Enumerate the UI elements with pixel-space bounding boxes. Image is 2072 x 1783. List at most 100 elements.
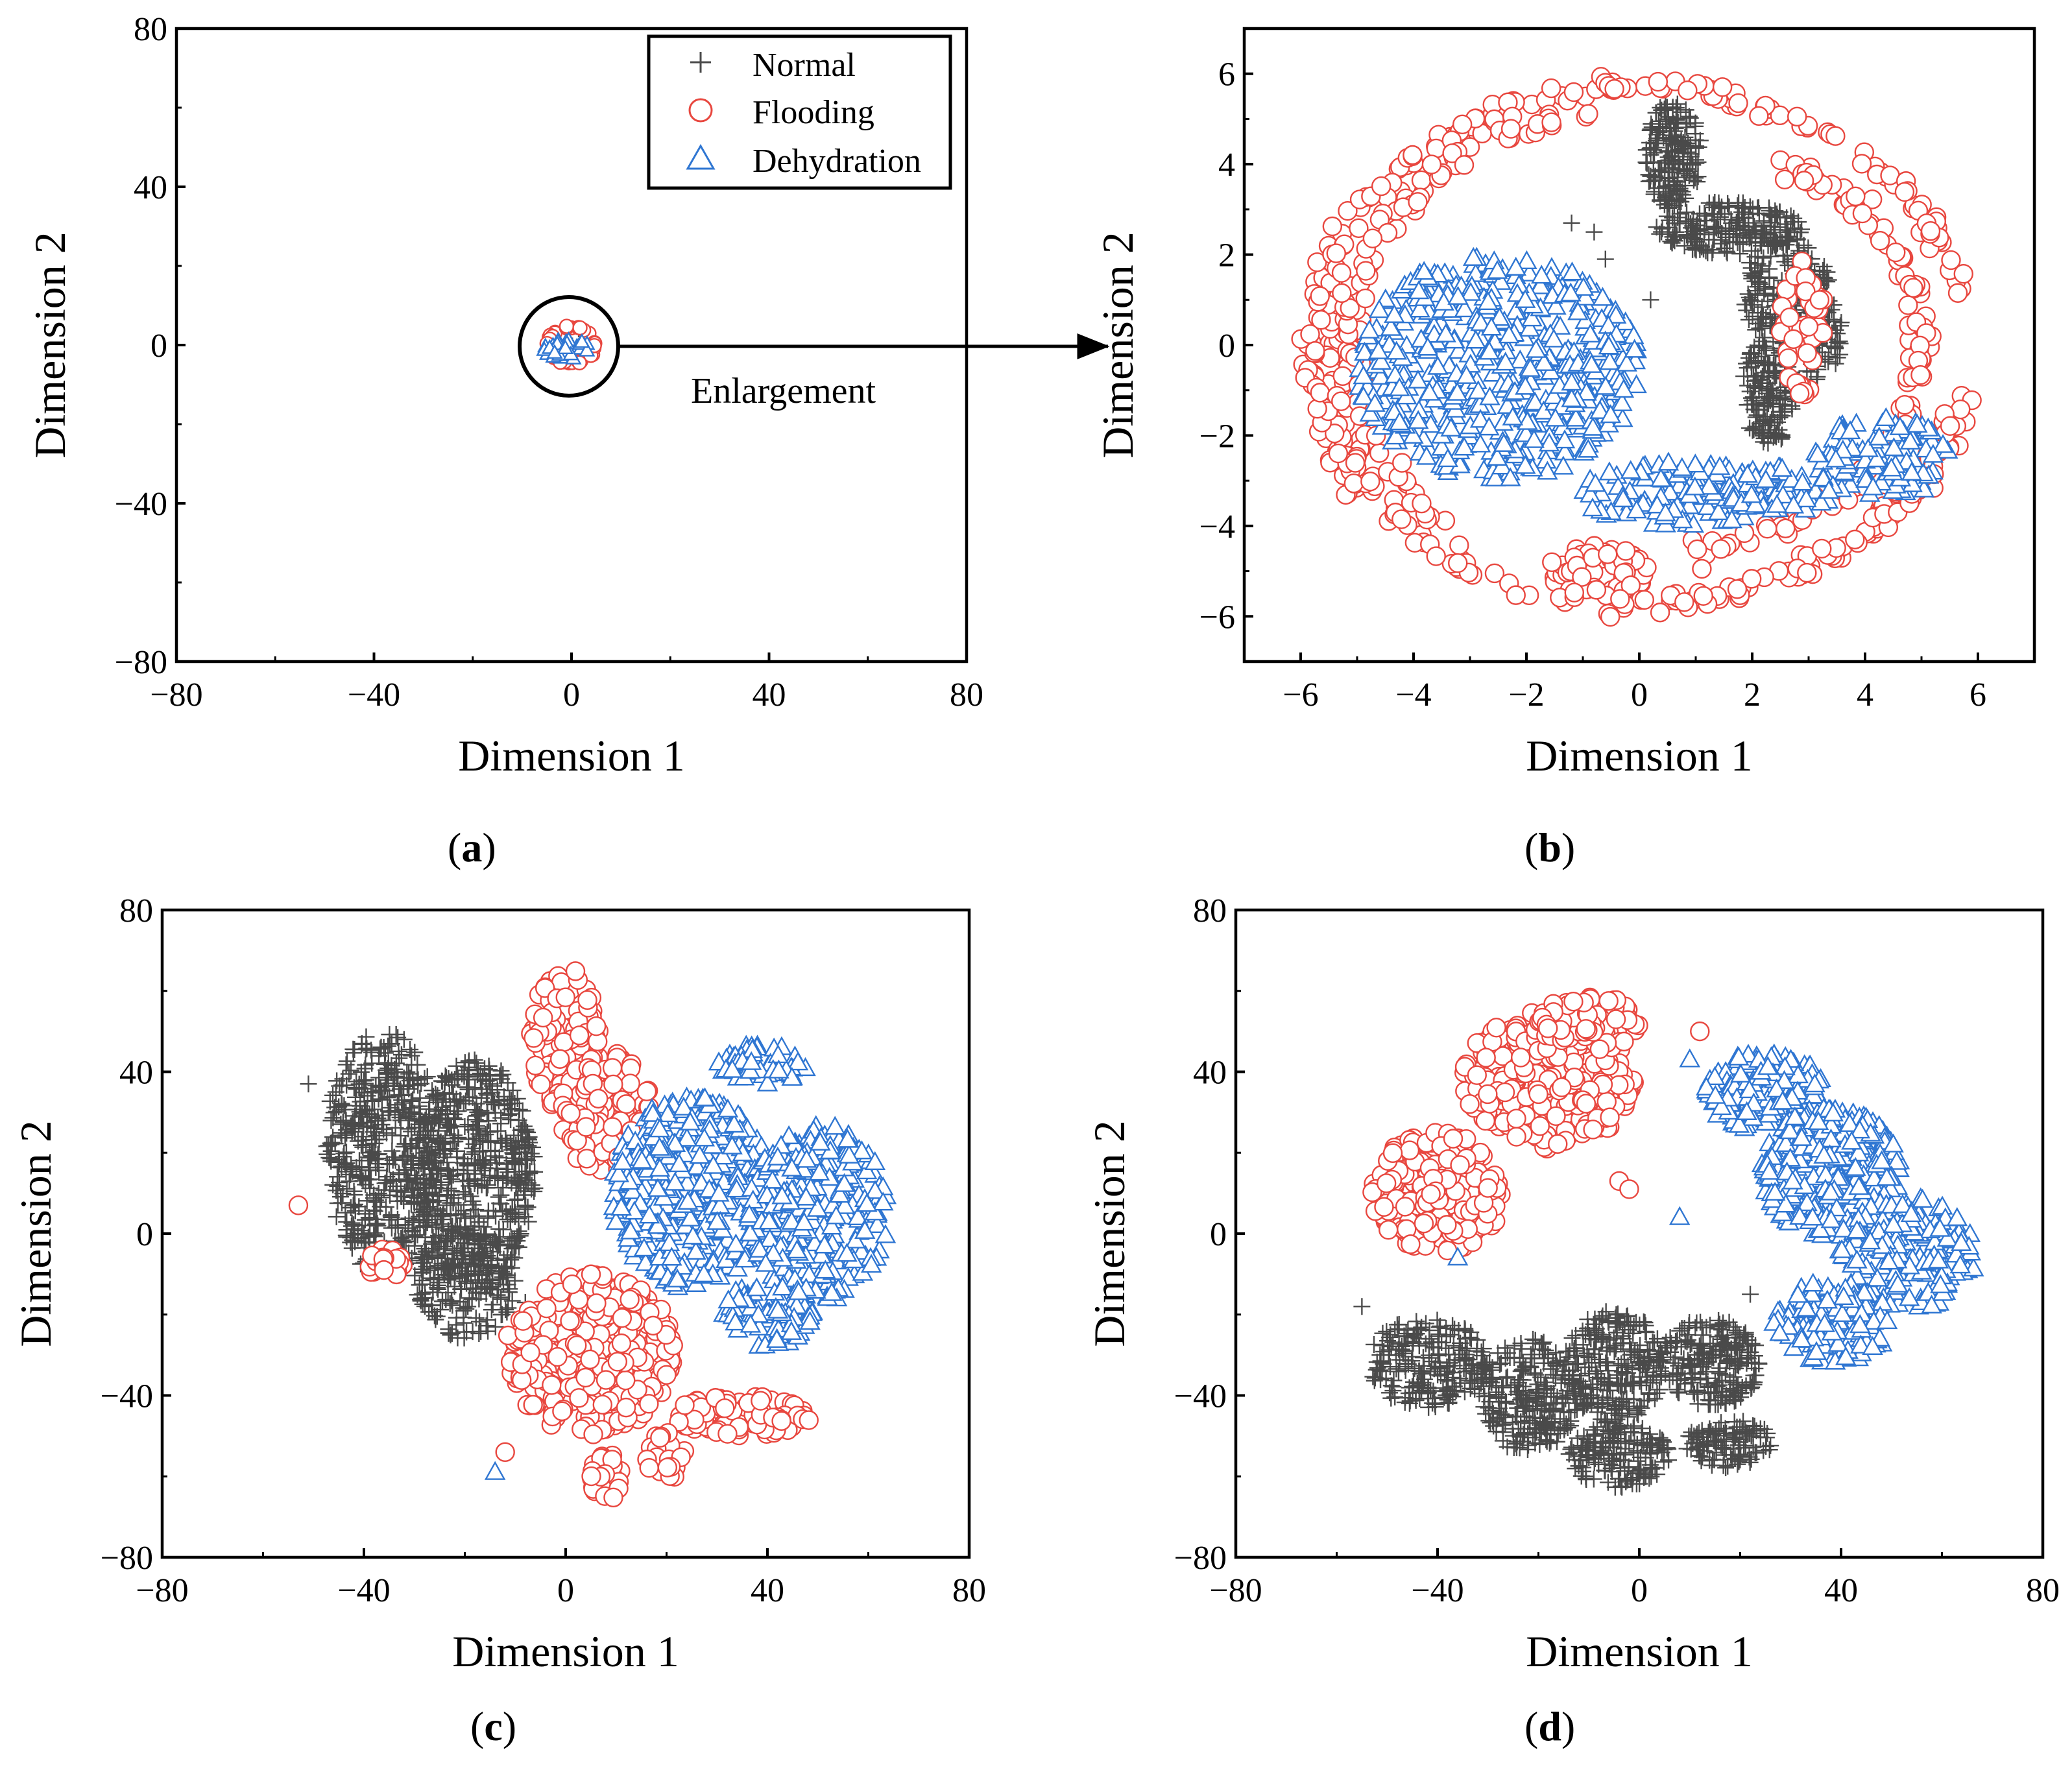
point-flooding [580, 1349, 600, 1370]
point-normal [439, 1260, 457, 1278]
point-normal [357, 1071, 375, 1089]
point-flooding [607, 1352, 628, 1372]
point-normal [427, 1145, 444, 1162]
point-dehydration [1561, 372, 1582, 391]
point-normal [499, 1074, 516, 1092]
point-flooding [498, 1325, 518, 1346]
point-dehydration [1792, 472, 1813, 491]
point-normal [1700, 194, 1718, 211]
point-normal [416, 1111, 434, 1129]
point-flooding [576, 1117, 596, 1137]
point-flooding [495, 1442, 515, 1463]
point-normal [322, 1153, 340, 1170]
point-flooding [596, 1370, 616, 1390]
point-flooding [1426, 546, 1446, 566]
point-dehydration [1579, 483, 1601, 503]
point-normal [356, 1060, 374, 1077]
point-normal [1734, 235, 1752, 253]
point-dehydration [1810, 492, 1832, 511]
point-flooding [1371, 176, 1391, 197]
y-tick-label: 80 [134, 11, 167, 48]
point-normal [464, 1192, 481, 1210]
point-flooding [288, 1195, 309, 1215]
point-normal [1783, 400, 1801, 418]
point-normal [471, 1313, 488, 1330]
x-tick-label: 40 [753, 676, 786, 713]
point-normal [1771, 228, 1789, 246]
point-flooding [799, 1410, 819, 1430]
point-dehydration [1499, 467, 1521, 486]
point-normal [378, 1168, 396, 1186]
y-tick-label: 40 [134, 169, 167, 206]
point-dehydration [1462, 246, 1484, 266]
point-flooding [1852, 203, 1873, 224]
point-normal [331, 1174, 348, 1191]
point-dehydration [573, 333, 590, 348]
point-normal [1800, 239, 1817, 257]
point-normal [456, 1054, 474, 1071]
point-dehydration [1839, 420, 1861, 440]
point-normal [1772, 430, 1790, 448]
point-flooding [569, 1025, 590, 1046]
point-flooding [1650, 603, 1670, 623]
point-normal [330, 1151, 347, 1169]
point-dehydration [1530, 275, 1551, 294]
point-normal [409, 1286, 426, 1304]
series-flooding-b [1291, 67, 1982, 627]
point-normal [338, 1213, 355, 1230]
point-flooding [1356, 261, 1376, 281]
point-normal [1696, 221, 1713, 238]
point-normal [1691, 237, 1708, 254]
point-flooding [620, 1289, 640, 1310]
point-dehydration [1447, 285, 1469, 305]
point-dehydration [1427, 355, 1449, 375]
point-flooding [1506, 585, 1526, 605]
point-dehydration [1611, 392, 1633, 411]
point-dehydration [1407, 410, 1429, 429]
point-normal [444, 1166, 462, 1184]
point-flooding [1648, 71, 1668, 92]
point-normal [470, 1214, 488, 1231]
point-normal [516, 1139, 533, 1156]
point-dehydration [1657, 451, 1680, 471]
point-normal [1740, 349, 1757, 366]
point-normal [425, 1172, 442, 1190]
point-normal [406, 1044, 424, 1061]
point-normal [342, 1166, 359, 1183]
point-dehydration [1697, 496, 1718, 516]
point-normal [407, 1169, 425, 1187]
point-dehydration [1486, 446, 1508, 466]
point-flooding [639, 1457, 659, 1478]
point-dehydration [1818, 479, 1840, 499]
point-normal [438, 1119, 455, 1136]
point-dehydration [1521, 307, 1543, 327]
point-flooding [533, 1007, 553, 1028]
point-normal [472, 1065, 489, 1083]
point-flooding [620, 1073, 640, 1094]
point-normal [490, 1220, 508, 1238]
point-normal [381, 1103, 398, 1121]
point-dehydration [1709, 456, 1731, 475]
y-tick-label: −6 [1199, 599, 1235, 636]
point-normal [349, 1226, 367, 1243]
point-normal [373, 1116, 391, 1133]
point-flooding [603, 1487, 623, 1508]
point-flooding [531, 1074, 551, 1095]
point-normal [398, 1147, 416, 1164]
point-normal [1833, 314, 1850, 331]
point-dehydration [1478, 416, 1500, 436]
point-dehydration [1460, 281, 1482, 301]
scatter-points-a [536, 318, 603, 371]
point-flooding [586, 1016, 607, 1036]
point-dehydration [1783, 494, 1805, 514]
point-flooding [523, 1394, 543, 1415]
point-normal [498, 1155, 515, 1173]
point-dehydration [1486, 259, 1508, 279]
point-normal [1665, 176, 1682, 193]
x-tick-label: −2 [1508, 676, 1544, 713]
point-normal [344, 1197, 362, 1214]
point-dehydration [1883, 437, 1905, 457]
point-normal [1755, 337, 1772, 355]
point-normal [387, 1055, 405, 1072]
